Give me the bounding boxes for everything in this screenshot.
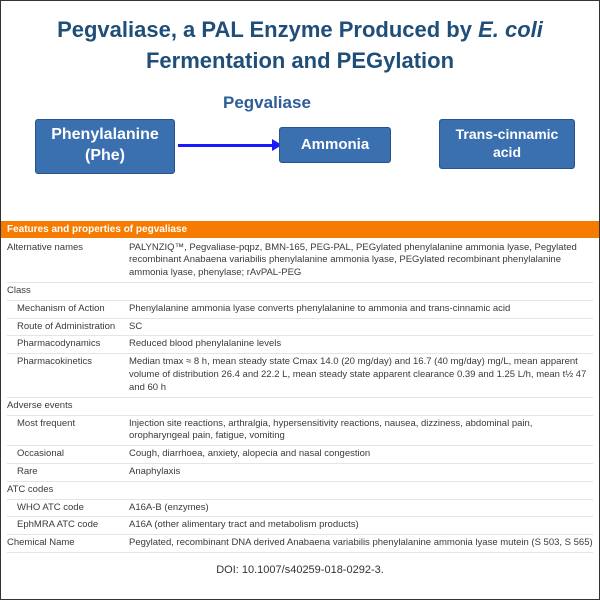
row-key: Mechanism of Action	[7, 303, 125, 316]
table-header: Features and properties of pegvaliase	[1, 221, 599, 238]
title-italic: E. coli	[478, 17, 543, 42]
row-value: Median tmax ≈ 8 h, mean steady state Cma…	[125, 356, 593, 394]
table-row: Class	[7, 283, 593, 301]
page-title: Pegvaliase, a PAL Enzyme Produced by E. …	[1, 1, 599, 81]
product1-text: Ammonia	[301, 136, 369, 153]
row-key: Adverse events	[7, 400, 125, 413]
table-row: OccasionalCough, diarrhoea, anxiety, alo…	[7, 446, 593, 464]
row-value: Injection site reactions, arthralgia, hy…	[125, 418, 593, 444]
row-value: Phenylalanine ammonia lyase converts phe…	[125, 303, 593, 316]
row-value	[125, 400, 593, 413]
product1-box: Ammonia	[279, 127, 391, 163]
row-key: Rare	[7, 466, 125, 479]
table-row: RareAnaphylaxis	[7, 464, 593, 482]
product2-box: Trans-cinnamic acid	[439, 119, 575, 169]
row-key: Pharmacodynamics	[7, 338, 125, 351]
properties-table: Alternative namesPALYNZIQ™, Pegvaliase-p…	[1, 238, 599, 553]
row-key: Route of Administration	[7, 321, 125, 334]
product2-line1: Trans-cinnamic	[456, 126, 559, 144]
row-value	[125, 285, 593, 298]
table-row: PharmacodynamicsReduced blood phenylalan…	[7, 336, 593, 354]
table-row: Route of AdministrationSC	[7, 319, 593, 337]
row-value	[125, 484, 593, 497]
table-row: Mechanism of ActionPhenylalanine ammonia…	[7, 301, 593, 319]
row-value: Reduced blood phenylalanine levels	[125, 338, 593, 351]
doi-text: DOI: 10.1007/s40259-018-0292-3.	[1, 553, 599, 576]
enzyme-label: Pegvaliase	[223, 93, 311, 113]
table-row: EphMRA ATC codeA16A (other alimentary tr…	[7, 517, 593, 535]
row-value: SC	[125, 321, 593, 334]
table-row: ATC codes	[7, 482, 593, 500]
substrate-line1: Phenylalanine	[51, 125, 159, 146]
product2-line2: acid	[493, 144, 521, 162]
row-key: EphMRA ATC code	[7, 519, 125, 532]
table-row: Most frequentInjection site reactions, a…	[7, 416, 593, 447]
table-row: Alternative namesPALYNZIQ™, Pegvaliase-p…	[7, 240, 593, 283]
row-key: Occasional	[7, 448, 125, 461]
substrate-box: Phenylalanine (Phe)	[35, 119, 175, 174]
row-value: Cough, diarrhoea, anxiety, alopecia and …	[125, 448, 593, 461]
table-row: Chemical NamePegylated, recombinant DNA …	[7, 535, 593, 553]
substrate-line2: (Phe)	[85, 146, 125, 167]
row-key: Alternative names	[7, 242, 125, 280]
row-value: A16A-B (enzymes)	[125, 502, 593, 515]
table-row: PharmacokineticsMedian tmax ≈ 8 h, mean …	[7, 354, 593, 397]
row-key: Chemical Name	[7, 537, 125, 550]
row-key: WHO ATC code	[7, 502, 125, 515]
row-value: Anaphylaxis	[125, 466, 593, 479]
row-key: Most frequent	[7, 418, 125, 444]
title-line2: Fermentation and PEGylation	[146, 48, 454, 73]
row-value: Pegylated, recombinant DNA derived Anaba…	[125, 537, 593, 550]
table-row: Adverse events	[7, 398, 593, 416]
reaction-flow: Pegvaliase Phenylalanine (Phe) Ammonia T…	[1, 91, 599, 201]
title-line1: Pegvaliase, a PAL Enzyme Produced by	[57, 17, 478, 42]
row-value: PALYNZIQ™, Pegvaliase-pqpz, BMN-165, PEG…	[125, 242, 593, 280]
row-value: A16A (other alimentary tract and metabol…	[125, 519, 593, 532]
table-row: WHO ATC codeA16A-B (enzymes)	[7, 500, 593, 518]
row-key: Pharmacokinetics	[7, 356, 125, 394]
reaction-arrow	[178, 144, 274, 147]
row-key: Class	[7, 285, 125, 298]
row-key: ATC codes	[7, 484, 125, 497]
